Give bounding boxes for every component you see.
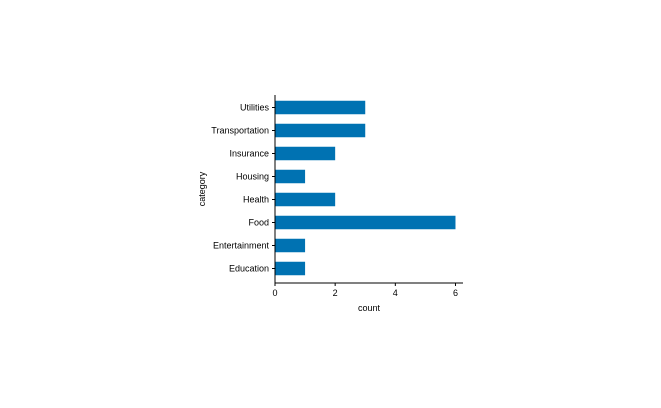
y-tick-label-housing: Housing [236,172,269,182]
y-tick-label-utilities: Utilities [240,103,270,113]
y-tick-label-education: Education [229,264,269,274]
x-tick-label-0: 0 [272,288,277,298]
bar-entertainment [275,238,306,253]
x-axis-title: count [358,303,381,313]
bar-utilities [275,100,366,115]
bars-group [275,100,456,276]
y-axis-title: category [197,171,207,206]
x-tick-label-6: 6 [453,288,458,298]
y-axis-ticks: Utilities Transportation Insurance Housing H… [211,103,275,274]
x-axis-ticks: 0 2 4 6 [272,283,458,298]
y-tick-label-food: Food [248,218,269,228]
bar-health [275,192,336,207]
y-tick-label-health: Health [243,195,269,205]
y-tick-label-entertainment: Entertainment [213,241,270,251]
bar-transportation [275,123,366,138]
bar-education [275,261,306,276]
bar-food [275,215,456,230]
x-tick-label-4: 4 [393,288,398,298]
bar-insurance [275,146,336,161]
y-tick-label-transportation: Transportation [211,126,269,136]
x-tick-label-2: 2 [333,288,338,298]
bar-housing [275,169,306,184]
y-tick-label-insurance: Insurance [229,149,269,159]
